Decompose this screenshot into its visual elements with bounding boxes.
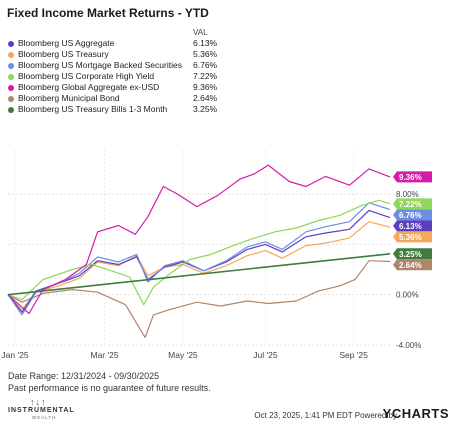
logo-name: INSTRUMENTAL (8, 407, 75, 414)
series-line (7, 164, 391, 315)
end-value-tag-box (393, 231, 432, 243)
legend-item[interactable]: Bloomberg US Mortgage Backed Securities 6… (8, 60, 217, 71)
legend-series-name: Bloomberg US Treasury (18, 49, 109, 59)
legend-header: VAL (193, 28, 208, 37)
legend-item[interactable]: Bloomberg US Aggregate 6.13% (8, 38, 217, 49)
end-value-tag-label: 7.22% (399, 200, 422, 209)
timestamp: Oct 23, 2025, 1:41 PM EDT Powered by (254, 411, 397, 420)
x-tick-label: Sep '25 (339, 350, 368, 360)
legend-item[interactable]: Bloomberg US Treasury 5.36% (8, 49, 217, 60)
legend-swatch (8, 84, 14, 91)
legend-item[interactable]: Bloomberg US Corporate High Yield 7.22% (8, 71, 217, 82)
legend-series-value: 2.64% (193, 93, 218, 103)
legend-swatch (8, 40, 14, 47)
date-range: Date Range: 12/31/2024 - 09/30/2025 (8, 371, 160, 381)
end-value-tag: 6.13% (393, 220, 432, 232)
end-value-tag: 6.76% (393, 209, 432, 221)
legend-item[interactable]: Bloomberg Global Aggregate ex-USD 9.36% (8, 82, 217, 93)
end-value-tag-label: 6.76% (399, 211, 422, 220)
legend-swatch (8, 62, 14, 69)
legend-series-name: Bloomberg US Treasury Bills 1-3 Month (18, 104, 168, 114)
series-line (7, 199, 391, 306)
x-tick-label: May '25 (168, 350, 198, 360)
end-value-tag-box (393, 209, 432, 221)
legend-series-value: 6.76% (193, 60, 218, 70)
end-value-tag-box (393, 220, 432, 232)
end-value-tag-box (393, 259, 432, 271)
end-value-tag-label: 5.36% (399, 233, 422, 242)
series-line (7, 260, 391, 339)
x-tick-label: Mar '25 (91, 350, 119, 360)
end-value-tag-label: 3.25% (399, 250, 422, 259)
y-tick-label: -4.00% (396, 341, 421, 350)
end-value-tag: 5.36% (393, 231, 432, 243)
disclaimer: Past performance is no guarantee of futu… (8, 383, 211, 393)
end-value-tag: 3.25% (393, 248, 432, 260)
logo-sub: WEALTH (32, 415, 57, 420)
legend-item[interactable]: Bloomberg Municipal Bond 2.64% (8, 93, 217, 104)
legend-series-value: 9.36% (193, 82, 218, 92)
x-tick-label: Jul '25 (253, 350, 278, 360)
series-line (7, 209, 391, 313)
legend-series-name: Bloomberg Municipal Bond (18, 93, 120, 103)
legend-swatch (8, 95, 14, 102)
end-value-tag-label: 9.36% (399, 173, 422, 182)
ycharts-logo: YCHARTS (382, 406, 449, 421)
end-value-tag-label: 2.64% (399, 261, 422, 270)
end-value-tag-box (393, 248, 432, 260)
legend-series-value: 5.36% (193, 49, 218, 59)
end-value-tag: 9.36% (393, 171, 432, 183)
legend-swatch (8, 73, 14, 80)
y-tick-label: 8.00% (396, 190, 419, 199)
legend-series-name: Bloomberg Global Aggregate ex-USD (18, 82, 160, 92)
legend-series-value: 3.25% (193, 104, 218, 114)
legend-swatch (8, 106, 14, 113)
y-tick-label: 0.00% (396, 291, 419, 300)
end-value-tag-box (393, 171, 432, 183)
legend-series-value: 6.13% (193, 38, 218, 48)
legend-swatch (8, 51, 14, 58)
instrumental-wealth-logo: ↑↓↑ INSTRUMENTAL WEALTH (8, 397, 88, 423)
end-value-tag-label: 6.13% (399, 222, 422, 231)
end-value-tag: 2.64% (393, 259, 432, 271)
x-tick-label: Jan '25 (1, 350, 28, 360)
series-line (7, 202, 391, 316)
legend-series-value: 7.22% (193, 71, 218, 81)
series-line (7, 221, 391, 311)
series-line (7, 253, 391, 296)
end-value-tag-box (393, 198, 432, 210)
legend-series-name: Bloomberg US Aggregate (18, 38, 115, 48)
legend-item[interactable]: Bloomberg US Treasury Bills 1-3 Month 3.2… (8, 104, 217, 115)
legend: Bloomberg US Aggregate 6.13% Bloomberg US … (8, 38, 217, 115)
bar-mark-icon: ↑↓↑ (30, 397, 47, 407)
legend-series-name: Bloomberg US Corporate High Yield (18, 71, 155, 81)
end-value-tag: 7.22% (393, 198, 432, 210)
chart-title: Fixed Income Market Returns - YTD (7, 6, 209, 20)
legend-series-name: Bloomberg US Mortgage Backed Securities (18, 60, 182, 70)
